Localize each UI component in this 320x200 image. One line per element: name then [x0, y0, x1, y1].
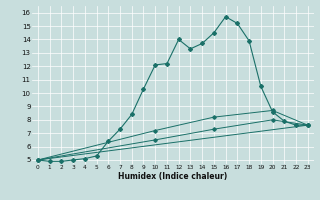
X-axis label: Humidex (Indice chaleur): Humidex (Indice chaleur) — [118, 172, 228, 181]
